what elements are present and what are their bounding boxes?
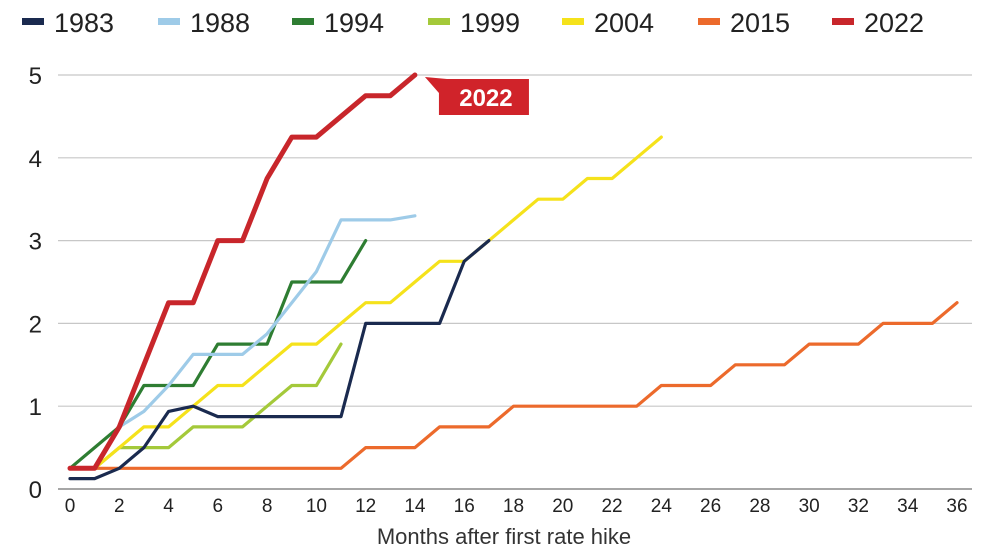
x-tick-label: 4 [163,496,174,517]
x-tick-label: 34 [897,496,919,517]
legend-entry-1999: 1999 [428,8,520,38]
x-tick-label: 14 [404,496,426,517]
legend-entry-1988: 1988 [158,8,250,38]
legend-swatch [562,18,584,25]
x-tick-label: 8 [262,496,273,517]
legend-swatch [832,18,854,25]
x-tick-label: 24 [651,496,673,517]
legend-entry-2015: 2015 [698,8,790,38]
callout-badge [424,77,529,115]
x-axis-label: Months after first rate hike [377,524,631,549]
legend-label: 1983 [54,8,114,38]
y-tick-label: 0 [29,477,42,504]
y-tick-label: 3 [29,229,42,256]
legend-label: 1999 [460,8,520,38]
legend-entry-2022: 2022 [832,8,924,38]
legend-swatch [158,18,180,25]
y-tick-label: 4 [29,146,42,173]
callout-2022: 2022 [424,77,529,115]
legend-label: 2022 [864,8,924,38]
gridlines [58,74,972,490]
legend-entry-1994: 1994 [292,8,384,38]
x-tick-label: 36 [946,496,967,517]
series-line-2004 [68,135,663,470]
legend-label: 2004 [594,8,654,38]
x-tick-label: 12 [355,496,376,517]
x-tick-label: 18 [503,496,524,517]
y-tick-label: 1 [29,394,42,421]
x-tick-label: 32 [848,496,869,517]
legend-entry-1983: 1983 [22,8,114,38]
legend: 1983 1988 1994 1999 2004 2015 2022 [22,8,924,38]
x-tick-label: 0 [65,496,76,517]
legend-swatch [22,18,44,25]
x-axis-ticks: 0 2 4 6 8 10 12 14 16 18 20 22 24 26 28 30 32 34 36 [65,496,968,517]
x-tick-label: 16 [454,496,475,517]
series-line-1988 [68,214,417,470]
legend-label: 1994 [324,8,384,38]
x-tick-label: 20 [552,496,573,517]
series-line-1983 [68,239,491,481]
y-tick-label: 5 [29,63,42,90]
legend-swatch [292,18,314,25]
x-tick-label: 26 [700,496,721,517]
y-axis-ticks: 0 1 2 3 4 5 [29,63,42,504]
legend-label: 1988 [190,8,250,38]
legend-entry-2004: 2004 [562,8,654,38]
legend-label: 2015 [730,8,790,38]
series-line-2022 [67,72,418,471]
x-tick-label: 28 [749,496,770,517]
x-tick-label: 6 [213,496,224,517]
x-tick-label: 10 [306,496,327,517]
series-lines [67,72,959,481]
x-tick-label: 30 [799,496,820,517]
callout-label: 2022 [459,85,512,112]
x-tick-label: 22 [601,496,622,517]
legend-swatch [698,18,720,25]
y-tick-label: 2 [29,311,42,338]
legend-swatch [428,18,450,25]
series-line-2015 [68,301,959,470]
x-tick-label: 2 [114,496,125,517]
